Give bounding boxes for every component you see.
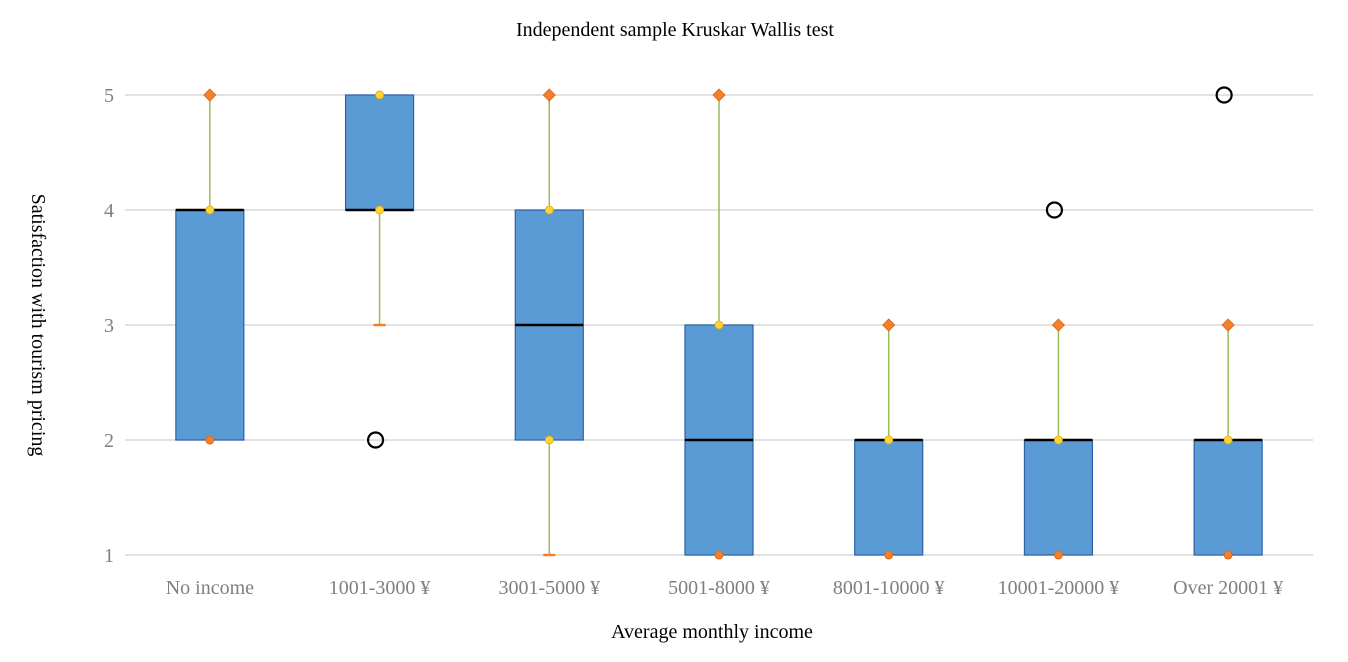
outlier-point [1045, 201, 1064, 219]
box-group [175, 88, 245, 445]
q1-marker [544, 435, 554, 445]
q3-marker [884, 435, 894, 445]
max-marker [882, 318, 896, 332]
q1-marker [375, 205, 384, 215]
box-group [854, 318, 924, 560]
outlier-point [1215, 86, 1233, 104]
q3-marker [375, 90, 384, 100]
x-tick-label: 10001-20000 ¥ [998, 577, 1120, 599]
box-rect [344, 94, 415, 211]
y-tick-label: 2 [104, 430, 114, 452]
box-rect [1193, 439, 1263, 556]
y-tick-label: 3 [104, 315, 114, 337]
box-group [1193, 86, 1263, 560]
boxes [175, 86, 1263, 560]
min-marker [884, 550, 894, 560]
y-tick-labels: 1 2 3 4 5 [104, 85, 114, 567]
chart-title: Independent sample Kruskar Wallis test [516, 19, 834, 41]
outlier-point [366, 431, 385, 449]
q3-marker [714, 320, 724, 330]
y-tick-label: 1 [104, 545, 114, 567]
x-axis-title: Average monthly income [611, 621, 813, 643]
x-tick-label: 8001-10000 ¥ [833, 577, 945, 599]
x-tick-label: 5001-8000 ¥ [668, 577, 770, 599]
box-group [344, 90, 415, 449]
x-tick-label: 3001-5000 ¥ [498, 577, 600, 599]
box-rect [854, 439, 924, 556]
min-marker [1223, 550, 1233, 560]
box-group [514, 88, 584, 557]
x-tick-label: Over 20001 ¥ [1173, 577, 1283, 599]
q3-marker [1054, 435, 1063, 445]
y-tick-label: 4 [104, 200, 114, 222]
y-tick-label: 5 [104, 85, 114, 107]
q3-marker [205, 205, 215, 215]
max-marker [712, 88, 726, 102]
box-rect [175, 209, 245, 441]
max-marker [542, 88, 556, 102]
y-axis-title: Satisfaction with tourism pricing [27, 194, 49, 457]
min-marker [1054, 550, 1063, 560]
max-marker [1051, 318, 1065, 332]
q3-marker [1223, 435, 1233, 445]
box-group [684, 88, 754, 560]
box-rect [1023, 439, 1094, 556]
min-marker [714, 550, 724, 560]
min-marker [205, 435, 215, 445]
max-marker [203, 88, 217, 102]
q3-marker [544, 205, 554, 215]
max-marker [1221, 318, 1235, 332]
x-tick-labels: No income 1001-3000 ¥ 3001-5000 ¥ 5001-8000… [166, 577, 1283, 599]
x-tick-label: 1001-3000 ¥ [329, 577, 431, 599]
x-tick-label: No income [166, 577, 254, 599]
box-group [1023, 201, 1094, 560]
